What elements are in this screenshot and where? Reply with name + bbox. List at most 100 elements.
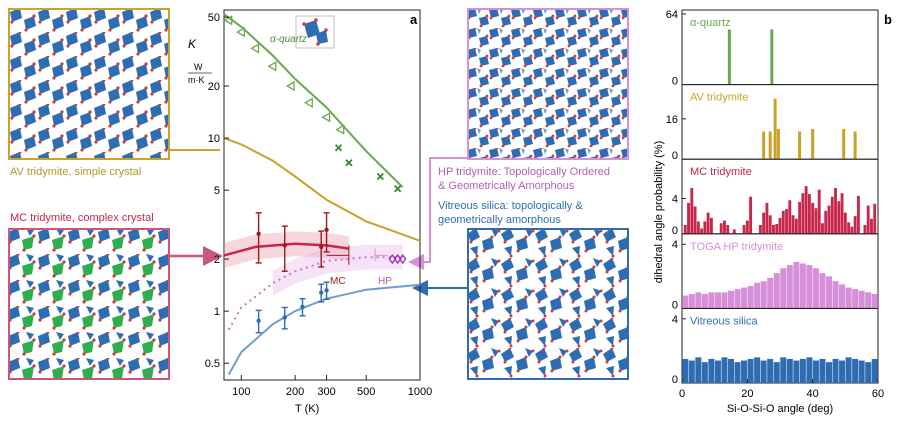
- panel-b-bar: [866, 205, 870, 234]
- panel-b-bar: [776, 128, 780, 160]
- series-label-hp: HP: [378, 276, 392, 287]
- panel-a-ytick-label: 2: [214, 254, 220, 266]
- series-label-alpha-quartz: α-quartz: [270, 34, 307, 45]
- panel-b-bar: [732, 229, 736, 234]
- vitreous-caption-line1: Vitreous silica: topologically &: [438, 200, 583, 212]
- panel-b-bar: [768, 131, 772, 160]
- panel-b-bar: [695, 292, 702, 309]
- panel-b-ytick-label: 4: [672, 194, 678, 206]
- panel-b-bar: [837, 201, 841, 234]
- mc-uncertainty-band: [224, 231, 349, 268]
- panel-b-ylabel: dihedral angle probability (%): [653, 141, 665, 283]
- panel-b-bar: [688, 293, 695, 309]
- panel-b-bar: [687, 202, 690, 234]
- panel-b-bar: [853, 216, 857, 234]
- panel-b-bar: [749, 196, 753, 234]
- panel-b-bar: [734, 289, 741, 309]
- panel-b-ytick-label: 64: [666, 9, 678, 21]
- panel-b-bar: [788, 200, 792, 234]
- panel-b-bar: [721, 292, 728, 309]
- panel-b-zero-label: 0: [672, 76, 678, 88]
- panel-b-bar: [839, 360, 846, 383]
- panel-b-bar: [708, 358, 715, 383]
- panel-b-bar: [793, 261, 800, 309]
- panel-b-bar: [765, 202, 769, 234]
- panel-b-bar: [840, 193, 844, 234]
- panel-b-bar: [852, 358, 859, 383]
- panel-b-bar: [794, 218, 798, 234]
- panel-b-bar: [708, 292, 715, 309]
- panel-b-bar: [819, 273, 826, 309]
- hp-tridymite-caption-line1: HP tridymite: Topologically Ordered: [438, 166, 611, 178]
- panel-b-bar: [799, 263, 806, 309]
- quartz-data-triangle: [335, 124, 345, 135]
- panel-a-ylabel: K: [188, 37, 197, 51]
- panel-b-bar: [768, 215, 772, 234]
- panel-b-bar: [852, 289, 859, 309]
- panel-b-bar: [762, 131, 766, 160]
- panel-b-bar: [700, 228, 704, 234]
- mc-data-point: [324, 227, 329, 233]
- panel-b-bar: [871, 358, 878, 383]
- panel-b-bar: [870, 218, 873, 234]
- hp-data-diamond: [393, 253, 402, 265]
- panel-b-bar: [773, 362, 780, 383]
- panel-b-zero-label: 0: [672, 374, 678, 386]
- panel-b-bar: [747, 285, 754, 309]
- panel-b-bar: [701, 362, 708, 383]
- panel-b-bar: [762, 212, 766, 234]
- panel-b-subplot-frame: [681, 307, 879, 384]
- panel-b-bar: [786, 358, 793, 383]
- panel-b-bar: [865, 362, 872, 383]
- panel-b-bar: [723, 220, 726, 234]
- panel-b-bar: [754, 357, 761, 383]
- panel-b-bar: [821, 223, 824, 234]
- panel-b-bar: [817, 189, 821, 234]
- panel-b-bar: [806, 265, 813, 309]
- panel-b-bar: [683, 224, 687, 234]
- panel-b-row-label: AV tridymite: [690, 92, 748, 104]
- panel-b-bar: [845, 357, 852, 383]
- panel-b-bar: [845, 287, 852, 309]
- panel-b-bar: [799, 358, 806, 383]
- panel-b-bar: [682, 358, 689, 383]
- panel-b-bar: [873, 203, 877, 234]
- panel-a-ytick-label: 0.5: [205, 358, 220, 370]
- panel-b-bar: [693, 206, 697, 234]
- panel-b-bar: [811, 128, 815, 160]
- panel-b-row-label: Vitreous silica: [690, 315, 759, 327]
- panel-b-bar: [832, 358, 839, 383]
- panel-b-bar: [758, 224, 762, 234]
- panel-b-ytick-label: 4: [672, 239, 678, 251]
- vitreous-data-point: [324, 288, 329, 293]
- panel-b-xtick-label: 60: [872, 388, 884, 400]
- quartz-data-x: [334, 144, 343, 152]
- panel-a-xtick-label: 300: [317, 386, 335, 398]
- panel-b-bar: [853, 131, 857, 160]
- panel-b-bar: [804, 186, 808, 234]
- panel-b-bar: [807, 194, 811, 234]
- panel-b-zero-label: 0: [672, 299, 678, 311]
- vitreous-caption-line2: geometrically amorphous: [438, 214, 561, 226]
- panel-b-bar: [688, 360, 695, 383]
- panel-b-bar: [709, 217, 713, 234]
- quartz-data-triangle: [250, 43, 260, 54]
- panel-b-bar: [696, 221, 700, 234]
- av-model-curve: [223, 137, 421, 242]
- quartz-data-triangle: [267, 61, 277, 72]
- panel-b-bar: [780, 268, 787, 309]
- panel-b-bar: [847, 222, 851, 234]
- series-label-mc: MC: [330, 276, 346, 287]
- panel-b-bar: [834, 187, 837, 234]
- mc-data-point: [256, 231, 261, 236]
- panel-b-bar: [772, 224, 775, 234]
- panel-b-xtick-label: 20: [741, 388, 753, 400]
- panel-b-bar: [741, 360, 748, 383]
- panel-b-bar: [814, 208, 818, 234]
- hp-tridymite-caption-line2: & Geometrically Amorphous: [438, 180, 575, 192]
- panel-b-zero-label: 0: [672, 225, 678, 237]
- panel-b-bar: [741, 287, 748, 309]
- panel-b-bar: [703, 221, 707, 234]
